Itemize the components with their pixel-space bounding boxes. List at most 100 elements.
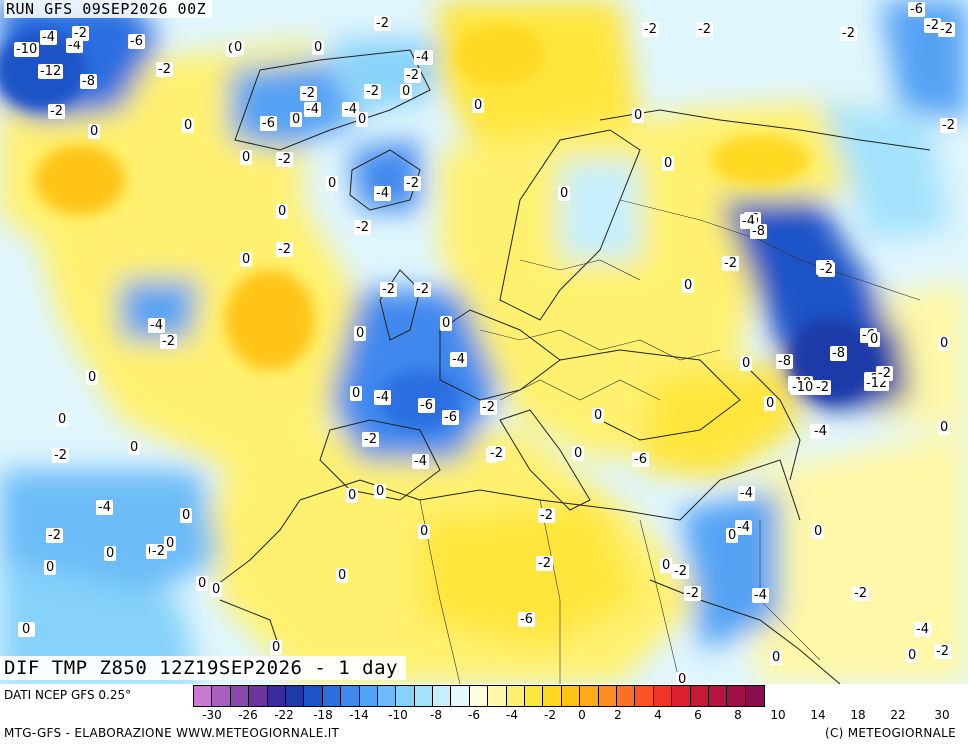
contour-value-label: 0 [240,252,253,267]
scale-tick-label: 30 [934,708,950,722]
contour-value-label: 0 [180,508,193,523]
scale-swatch [469,686,489,706]
scale-swatch [451,686,470,706]
contour-value-label: -8 [776,354,793,369]
contour-value-label: -2 [840,26,857,41]
contour-value-label: -2 [156,62,173,77]
contour-value-label: -12 [38,64,64,79]
data-source-label: DATI NCEP GFS 0.25° [4,688,132,702]
map-canvas [0,0,968,684]
contour-value-label: 0 [182,118,195,133]
contour-value-label: -4 [148,318,165,333]
contour-value-label: -2 [52,448,69,463]
contour-value-label: -8 [80,74,97,89]
contour-value-label: -8 [750,224,767,239]
contour-value-label: -2 [300,86,317,101]
contour-value-label: -2 [672,564,689,579]
contour-value-label: 0 [740,356,753,371]
contour-value-label: 0 [764,396,777,411]
scale-swatch [543,686,562,706]
contour-value-label: 0 [336,568,349,583]
scale-swatch [359,686,378,706]
scale-tick-label: -14 [349,708,369,722]
contour-value-label: 0 [440,316,453,331]
scale-tick-label: 22 [890,708,906,722]
contour-value-label: 0 [86,370,99,385]
contour-value-label: 0 [312,40,325,55]
contour-value-label: -4 [374,186,391,201]
contour-value-label: -2 [354,220,371,235]
contour-value-label: 0 [558,186,571,201]
contour-value-label: -6 [632,452,649,467]
contour-value-label: -4 [412,454,429,469]
scale-tick-label: 8 [734,708,742,722]
contour-value-label: -2 [364,84,381,99]
scale-swatch [561,686,581,706]
contour-value-label: 0 [354,326,367,341]
contour-value-label: -2 [404,176,421,191]
contour-value-label: -6 [128,34,145,49]
scale-tick-label: -2 [544,708,556,722]
contour-value-label: -6 [442,410,459,425]
contour-value-label: 0 [164,536,177,551]
contour-value-label: -4 [342,102,359,117]
scale-tick-label: 4 [654,708,662,722]
contour-value-label: -2 [696,22,713,37]
footer: DATI NCEP GFS 0.25° -30 -26 -22 -18 -14 -10 -8… [0,684,968,745]
contour-value-label: 0 [128,440,141,455]
temperature-map [0,0,968,684]
contour-value-label: 0 [938,336,951,351]
contour-value-label: 0 [632,108,645,123]
contour-value-label: 0 [240,150,253,165]
contour-value-label: 0 [592,408,605,423]
contour-value-label: -2 [276,152,293,167]
scale-swatch [249,686,268,706]
contour-value-label: -2 [642,22,659,37]
scale-swatch [230,686,250,706]
contour-value-label: -4 [914,622,931,637]
contour-value-label: -2 [374,16,391,31]
map-title: DIF TMP Z850 12Z19SEP2026 - 1 day [0,656,406,680]
scale-swatch [194,686,213,706]
contour-value-label: -2 [276,242,293,257]
color-scale [193,685,766,707]
contour-value-label: -10 [790,380,816,395]
contour-value-label: -2 [938,22,955,37]
scale-swatch [635,686,654,706]
contour-value-label: 0 [906,648,919,663]
contour-value-label: -2 [814,380,831,395]
contour-value-label: -2 [46,528,63,543]
scale-swatch [304,686,323,706]
contour-value-label: -6 [260,116,277,131]
contour-value-label: 0 [326,176,339,191]
scale-tick-label: 18 [850,708,866,722]
scale-tick-label: -26 [238,708,258,722]
contour-value-label: 0 [472,98,485,113]
scale-tick-label: -18 [313,708,333,722]
contour-value-label: 0 [770,650,783,665]
contour-value-label: -4 [752,588,769,603]
contour-value-label: -6 [418,398,435,413]
contour-value-label: 0 [290,112,303,127]
contour-value-label: -2 [414,282,431,297]
scale-swatch [745,686,765,706]
contour-value-label: 0 [346,488,359,503]
contour-value-label: -4 [414,50,431,65]
scale-swatch [212,686,231,706]
scale-tick-label: 0 [578,708,586,722]
contour-value-label: -4 [96,500,113,515]
scale-tick-label: -30 [202,708,222,722]
contour-value-label: -4 [450,352,467,367]
scale-tick-label: 14 [810,708,826,722]
contour-value-label: 0 [196,576,209,591]
scale-swatch [267,686,286,706]
contour-value-label: 0 [676,672,689,687]
contour-value-label: -2 [48,104,65,119]
run-label: RUN GFS 09SEP2026 00Z [4,0,213,18]
scale-swatch [708,686,728,706]
scale-swatch [672,686,691,706]
scale-swatch [653,686,673,706]
contour-value-label: 0 [232,40,245,55]
scale-swatch [285,686,305,706]
contour-value-label: 0 [660,558,673,573]
